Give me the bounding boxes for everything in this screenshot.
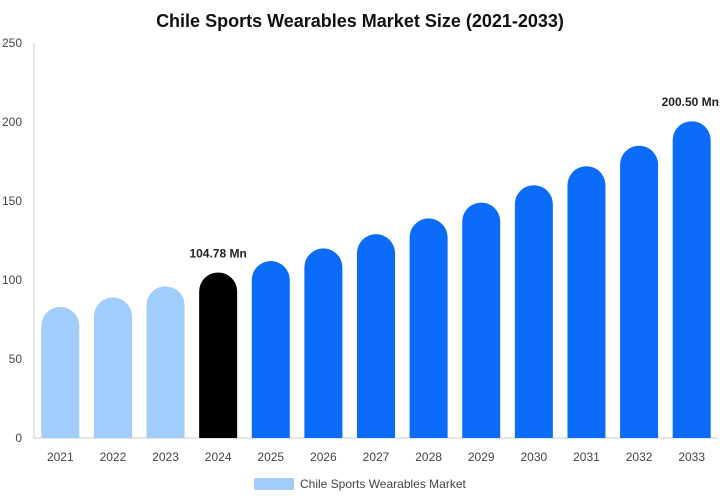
bar-2026[interactable] [304,248,343,438]
x-tick-label: 2031 [573,450,600,464]
bar-2032[interactable] [620,145,659,438]
bar-2025[interactable] [251,261,290,438]
x-tick-label: 2023 [152,450,179,464]
legend[interactable]: Chile Sports Wearables Market [254,477,467,491]
data-label: 104.78 Mn [189,246,246,260]
x-tick-label: 2028 [415,450,442,464]
x-tick-label: 2033 [678,450,705,464]
bar-2033[interactable] [672,121,711,438]
y-axis-ticks: 0 50 100 150 200 250 [2,36,22,445]
bar-2023[interactable] [146,286,185,438]
y-tick-label: 50 [9,352,23,366]
y-tick-label: 200 [2,115,22,129]
x-axis-ticks: 2021 2022 2023 2024 2025 2026 2027 2028 2029 2030… [47,450,705,464]
x-tick-label: 2030 [520,450,547,464]
bar-2028[interactable] [409,218,448,438]
x-tick-label: 2029 [468,450,495,464]
x-tick-label: 2025 [257,450,284,464]
x-tick-label: 2026 [310,450,337,464]
y-tick-label: 150 [2,194,22,208]
bars [41,121,711,438]
x-tick-label: 2022 [100,450,127,464]
bar-2029[interactable] [462,202,501,438]
x-tick-label: 2027 [363,450,390,464]
bar-2031[interactable] [567,166,606,438]
bar-2022[interactable] [93,297,132,438]
legend-swatch[interactable] [254,478,294,490]
data-label: 200.50 Mn [662,95,719,109]
x-tick-label: 2024 [205,450,232,464]
data-labels: 104.78 Mn 200.50 Mn [189,95,719,260]
bar-2030[interactable] [514,185,553,438]
bar-2021[interactable] [41,306,80,438]
y-tick-label: 250 [2,36,22,50]
x-tick-label: 2021 [47,450,74,464]
bar-2024[interactable] [199,272,238,438]
legend-label[interactable]: Chile Sports Wearables Market [300,477,467,491]
y-tick-label: 0 [15,431,22,445]
x-tick-label: 2032 [626,450,653,464]
y-tick-label: 100 [2,273,22,287]
chart-title: Chile Sports Wearables Market Size (2021… [156,11,564,31]
bar-2027[interactable] [357,234,395,438]
